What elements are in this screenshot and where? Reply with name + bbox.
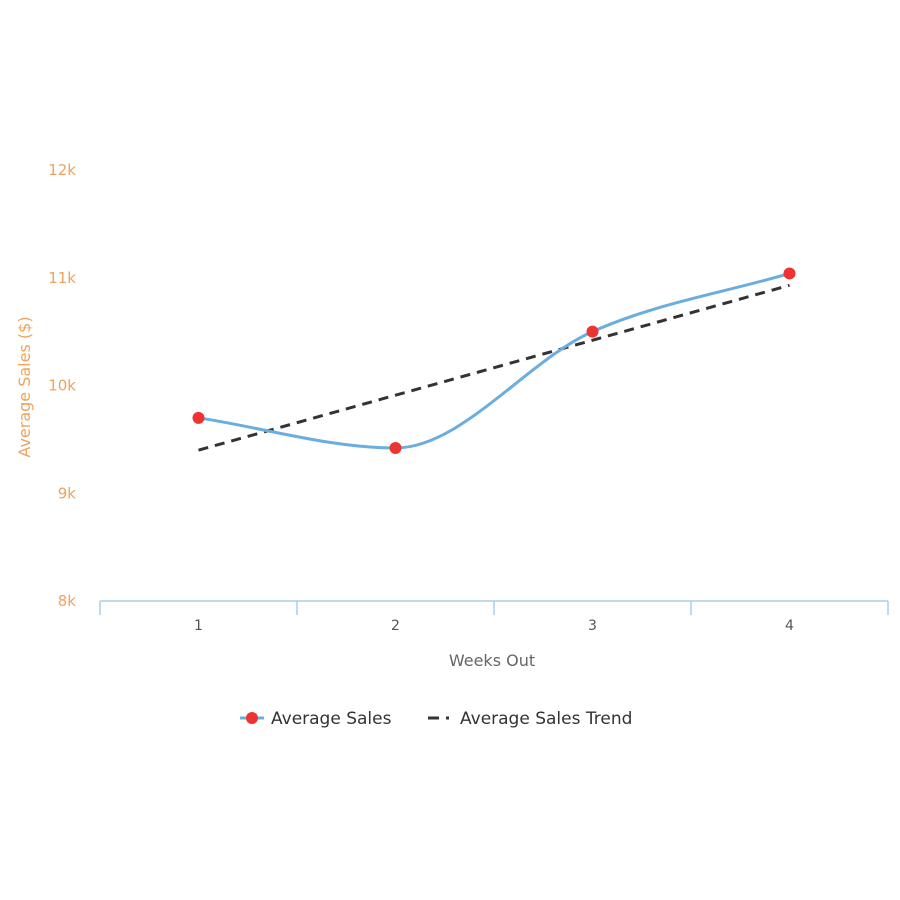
x-tick-label: 2	[391, 618, 400, 634]
legend-label-average-sales-trend: Average Sales Trend	[460, 709, 632, 729]
y-axis-ticks: 8k 9k 10k 11k 12k	[48, 161, 76, 610]
y-axis-title: Average Sales ($)	[15, 316, 34, 457]
series-line-average-sales-trend	[198, 283, 790, 452]
data-point-average-sales	[192, 411, 205, 424]
y-tick-label: 11k	[48, 269, 76, 287]
x-tick-label: 1	[194, 618, 203, 634]
series-line-average-sales	[197, 271, 791, 450]
y-tick-label: 10k	[48, 377, 76, 395]
x-tick-label: 3	[588, 618, 597, 634]
y-tick-label: 9k	[58, 484, 77, 502]
legend-item-average-sales[interactable]: Average Sales	[240, 709, 392, 729]
legend-marker-icon	[246, 712, 258, 724]
plot-area	[192, 267, 796, 454]
data-point-average-sales	[389, 441, 402, 454]
legend: Average Sales Average Sales Trend	[240, 709, 632, 729]
legend-label-average-sales: Average Sales	[271, 709, 392, 729]
y-tick-label: 8k	[58, 592, 77, 610]
x-axis-title: Weeks Out	[449, 651, 535, 670]
data-point-average-sales	[586, 325, 599, 338]
data-point-average-sales	[783, 267, 796, 280]
legend-item-average-sales-trend[interactable]: Average Sales Trend	[428, 709, 632, 729]
x-tick-label: 4	[785, 618, 794, 634]
y-tick-label: 12k	[48, 161, 76, 179]
x-axis: 1 2 3 4	[99, 600, 889, 634]
